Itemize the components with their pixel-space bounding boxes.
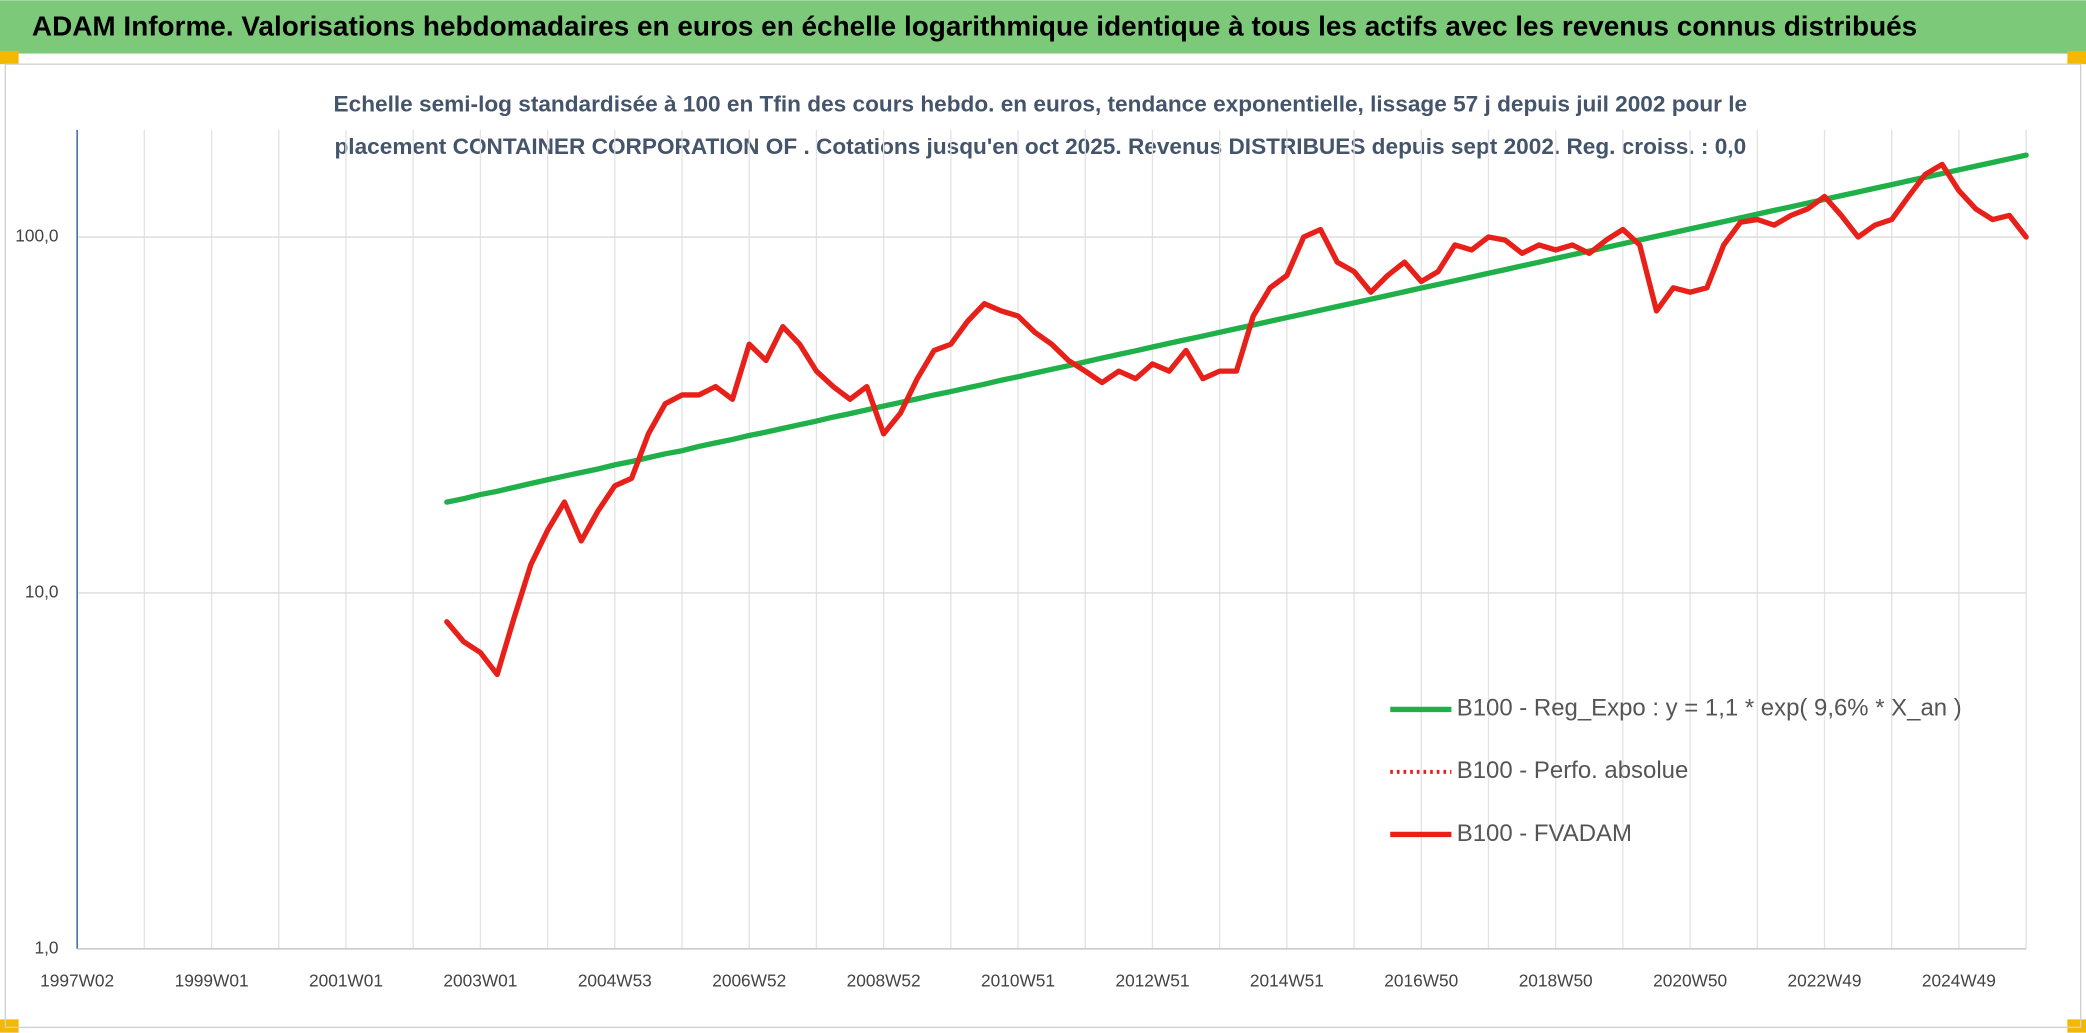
corner-marker xyxy=(0,50,19,65)
x-tick-label: 2001W01 xyxy=(309,971,383,991)
x-tick-label: 2010W51 xyxy=(981,971,1055,991)
chart-frame xyxy=(4,63,2082,1029)
legend-label: B100 - Reg_Expo : y = 1,1 * exp( 9,6% * … xyxy=(1457,695,1962,722)
corner-marker xyxy=(2067,1019,2086,1033)
y-tick-label: 100,0 xyxy=(15,226,58,246)
x-tick-label: 2004W53 xyxy=(578,971,652,991)
header-title: ADAM Informe. Valorisations hebdomadaire… xyxy=(32,11,1917,42)
corner-marker xyxy=(2067,50,2086,65)
x-tick-label: 2022W49 xyxy=(1788,971,1862,991)
x-tick-label: 2014W51 xyxy=(1250,971,1324,991)
header-bar xyxy=(0,0,2086,54)
x-tick-label: 2018W50 xyxy=(1519,971,1593,991)
chart-subtitle: Echelle semi-log standardisée à 100 en T… xyxy=(334,91,1748,116)
x-tick-label: 2003W01 xyxy=(443,971,517,991)
x-tick-label: 1997W02 xyxy=(40,971,114,991)
data-line xyxy=(444,152,2029,505)
x-tick-label: 2024W49 xyxy=(1922,971,1996,991)
data-line xyxy=(444,161,2029,678)
legend-label: B100 - Perfo. absolue xyxy=(1457,757,1689,784)
x-tick-label: 2008W52 xyxy=(847,971,921,991)
x-tick-label: 2012W51 xyxy=(1115,971,1189,991)
y-tick-label: 1,0 xyxy=(35,937,59,957)
legend-label: B100 - FVADAM xyxy=(1457,820,1632,847)
corner-marker xyxy=(0,1019,19,1033)
x-tick-label: 2016W50 xyxy=(1384,971,1458,991)
chart-subtitle: placement CONTAINER CORPORATION OF . Cot… xyxy=(335,134,1747,159)
y-tick-label: 10,0 xyxy=(25,582,59,602)
x-tick-label: 2020W50 xyxy=(1653,971,1727,991)
x-tick-label: 2006W52 xyxy=(712,971,786,991)
x-tick-label: 1999W01 xyxy=(175,971,249,991)
